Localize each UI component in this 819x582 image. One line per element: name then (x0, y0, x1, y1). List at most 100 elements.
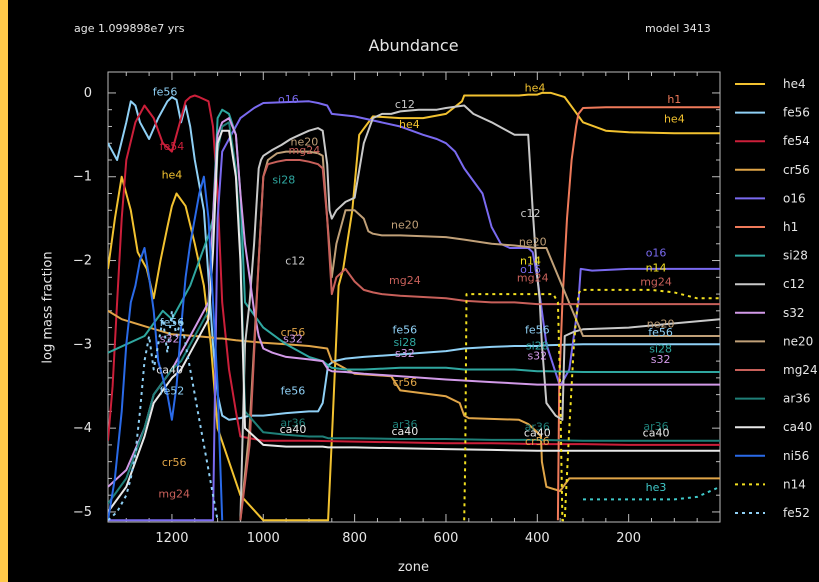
legend-label-si28: si28 (783, 249, 808, 263)
legend-label-h1: h1 (783, 220, 798, 234)
annotation-he3: he3 (646, 481, 667, 494)
annotation-ne20: ne20 (291, 136, 319, 149)
series-line-h1 (556, 106, 720, 521)
annotation-mg24: mg24 (158, 488, 190, 501)
age-label: age 1.099898e7 yrs (74, 22, 185, 35)
legend-label-fe52: fe52 (783, 506, 810, 520)
annotation-si28: si28 (526, 339, 549, 352)
annotation-fe56: fe56 (160, 316, 185, 329)
annotation-ne20: ne20 (519, 235, 547, 248)
legend-label-cr56: cr56 (783, 163, 810, 177)
annotation-ar36: ar36 (392, 418, 417, 431)
annotation-ca40: ca40 (643, 427, 670, 440)
annotation-fe56: fe56 (281, 385, 306, 398)
annotation-h1: h1 (667, 93, 681, 106)
annotation-n14: n14 (520, 255, 541, 268)
series-line-he4 (108, 91, 720, 522)
model-label: model 3413 (645, 22, 711, 35)
annotation-s32: s32 (527, 349, 547, 362)
x-tick-label: 800 (342, 531, 367, 546)
y-tick-label: −1 (73, 170, 92, 185)
x-tick-label: 600 (434, 531, 459, 546)
series-line-n14 (463, 288, 720, 522)
annotation-s32: s32 (395, 347, 415, 360)
annotation-ar36: ar36 (525, 421, 550, 434)
annotation-si28: si28 (393, 336, 416, 349)
legend-label-ca40: ca40 (783, 420, 812, 434)
annotation-ar36: ar36 (643, 420, 668, 433)
annotation-fe56: fe56 (525, 323, 550, 336)
series-line-ne20 (239, 150, 720, 521)
annotation-he4: he4 (162, 168, 183, 181)
annotation-fe56: fe56 (393, 323, 418, 336)
annotation-mg24: mg24 (289, 144, 321, 157)
annotation-o16: o16 (646, 246, 667, 259)
x-tick-label: 1200 (155, 531, 188, 546)
legend-label-n14: n14 (783, 477, 806, 491)
annotation-n14: n14 (646, 261, 667, 274)
annotation-he4: he4 (525, 81, 546, 94)
annotation-si28: si28 (649, 343, 672, 356)
y-tick-label: 0 (84, 86, 92, 101)
series-line-mg24 (239, 159, 720, 521)
annotation-mg24: mg24 (517, 271, 549, 284)
y-tick-label: −4 (73, 421, 92, 436)
annotation-ar36: ar36 (280, 416, 305, 429)
plot-frame (107, 71, 721, 523)
annotation-s32: s32 (651, 353, 671, 366)
x-axis-label: zone (397, 560, 429, 575)
series-line-s32 (108, 117, 720, 488)
annotation-mg24: mg24 (640, 276, 672, 289)
annotation-cr56: cr56 (393, 376, 418, 389)
legend-label-c12: c12 (783, 277, 805, 291)
annotation-c12: c12 (520, 207, 540, 220)
legend-label-ni56: ni56 (783, 449, 809, 463)
x-tick-label: 200 (616, 531, 641, 546)
series-line-c12 (239, 104, 720, 521)
annotation-cr56: cr56 (525, 435, 550, 448)
y-tick-label: −3 (73, 337, 92, 352)
annotation-he4: he4 (399, 118, 420, 131)
series-line-he3 (583, 485, 720, 501)
annotation-fe54: fe54 (160, 140, 185, 153)
annotation-fe56: fe56 (648, 326, 673, 339)
legend-label-fe54: fe54 (783, 134, 810, 148)
annotation-fe52: fe52 (160, 385, 185, 398)
annotation-ca40: ca40 (391, 425, 418, 438)
series-line-ca40 (108, 129, 720, 513)
y-tick-label: −2 (73, 254, 92, 269)
annotation-o16: o16 (278, 93, 299, 106)
legend-label-s32: s32 (783, 306, 805, 320)
series-line-fe54 (108, 94, 720, 446)
series-line-ni56 (108, 175, 224, 521)
series-line-si28 (108, 108, 720, 373)
chart-title: Abundance (368, 36, 459, 55)
annotation-o16: o16 (520, 263, 541, 276)
series-line-o16 (108, 100, 720, 522)
series-line-fe52 (108, 309, 219, 522)
x-tick-label: 1000 (247, 531, 280, 546)
y-tick-label: −5 (73, 505, 92, 520)
x-tick-label: 400 (525, 531, 550, 546)
legend-label-he4: he4 (783, 77, 806, 91)
annotation-ca40: ca40 (524, 427, 551, 440)
legend-label-mg24: mg24 (783, 363, 818, 377)
annotation-mg24: mg24 (389, 274, 421, 287)
annotation-fe56: fe56 (153, 85, 178, 98)
annotation-s32: s32 (160, 333, 180, 346)
annotation-cr56: cr56 (281, 326, 306, 339)
legend-label-fe56: fe56 (783, 106, 810, 120)
annotation-si28: si28 (272, 173, 295, 186)
annotation-c12: c12 (395, 98, 415, 111)
annotation-s32: s32 (283, 333, 303, 346)
legend-label-ne20: ne20 (783, 334, 813, 348)
abundance-chart: 1200 1000 800 600 400 200 0 −1 −2 −3 −4 −5 fe56 o16 he… (73, 71, 818, 546)
annotation-ca40: ca40 (156, 364, 183, 377)
series-line-ar36 (108, 121, 720, 505)
annotation-he4: he4 (664, 112, 685, 125)
annotation-c12: c12 (285, 255, 305, 268)
annotation-ne20: ne20 (391, 219, 419, 232)
annotation-ca40: ca40 (280, 423, 307, 436)
legend-label-ar36: ar36 (783, 392, 811, 406)
